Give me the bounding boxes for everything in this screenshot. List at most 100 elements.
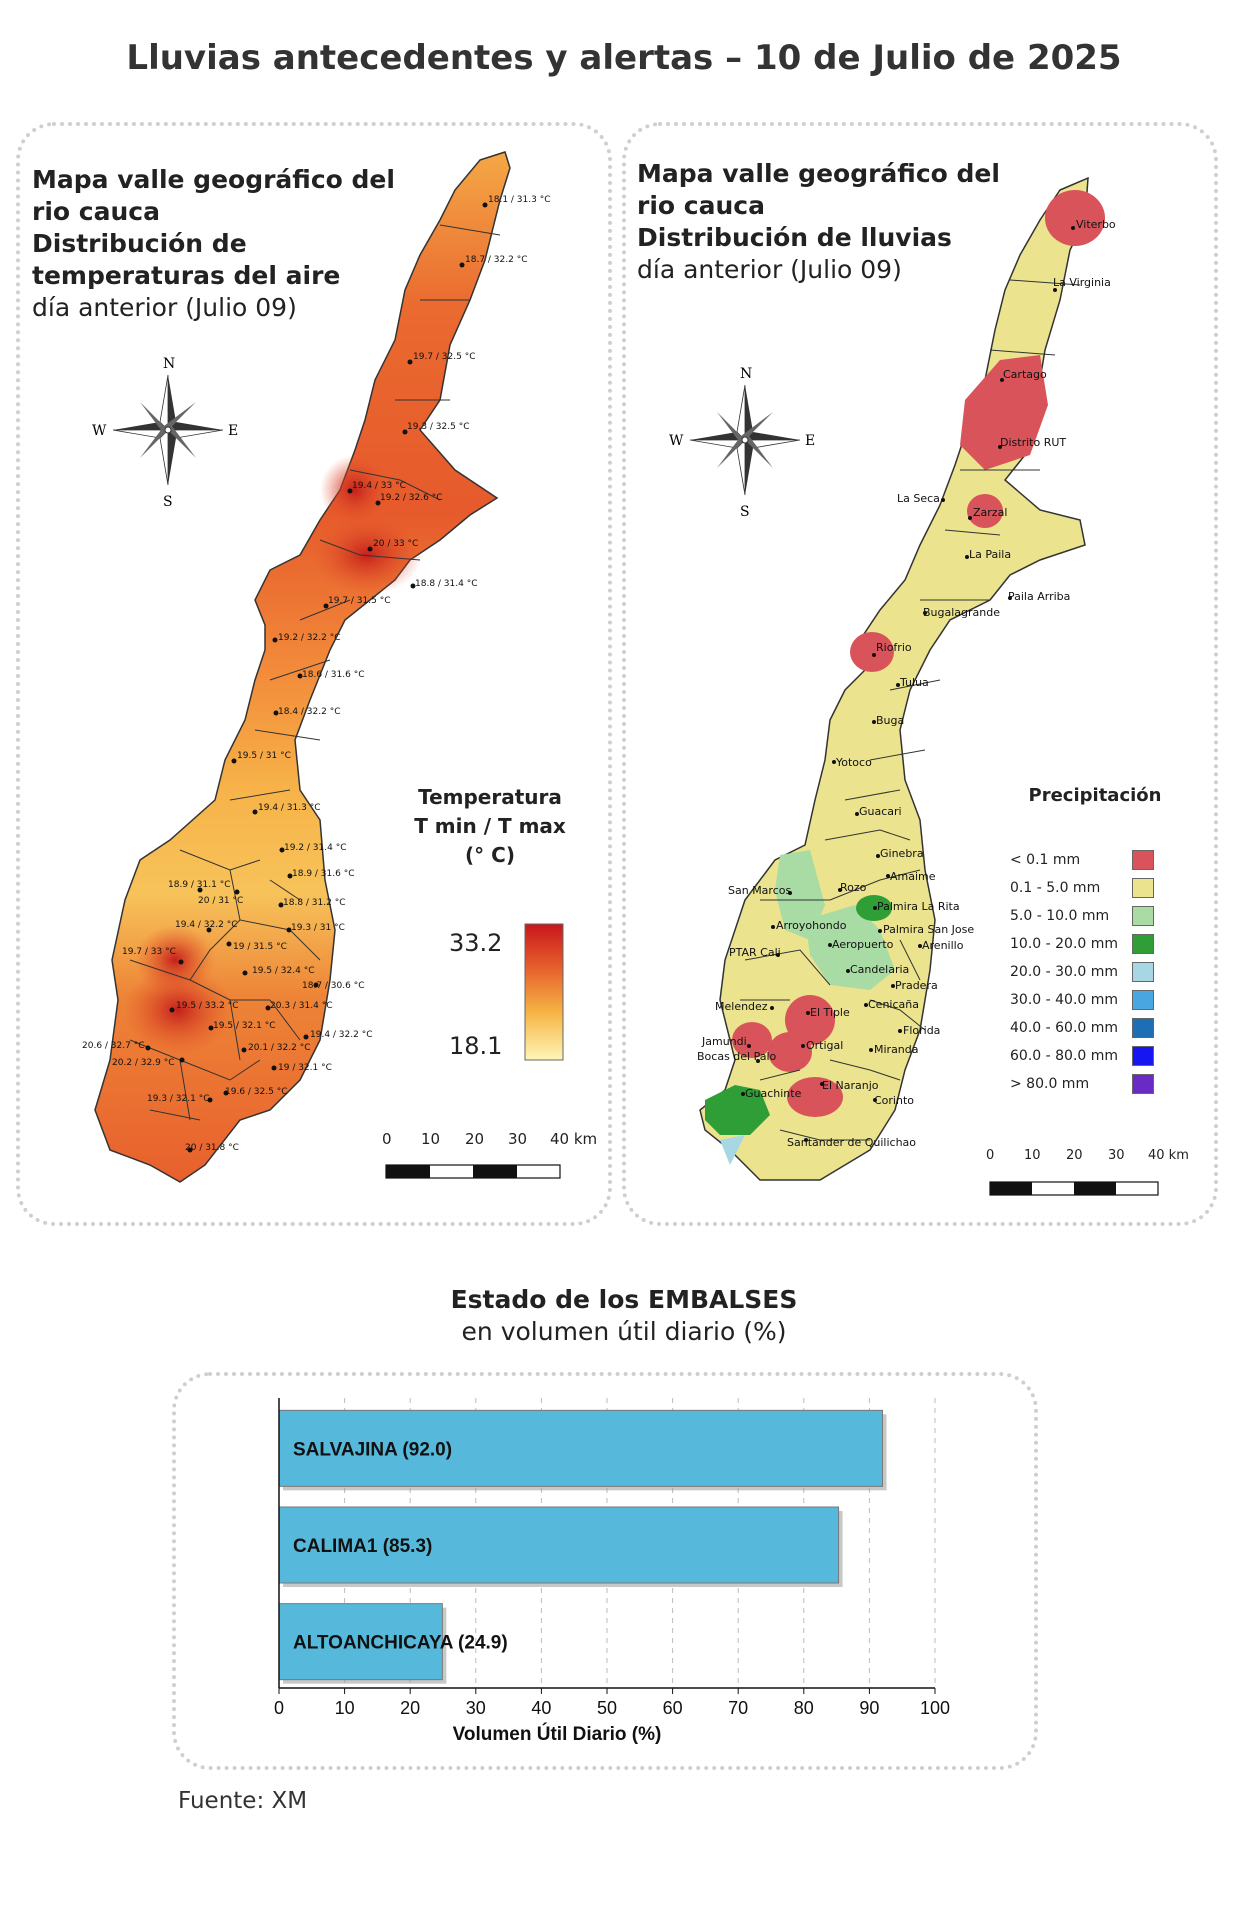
x-tick-label: 80 bbox=[794, 1698, 814, 1718]
place-point bbox=[832, 760, 836, 764]
place-label: Tulua bbox=[899, 676, 929, 689]
station-label: 19 / 32.1 °C bbox=[278, 1063, 332, 1073]
station-label: 19.7 / 33 °C bbox=[122, 947, 176, 957]
rain-zone-light-green bbox=[775, 850, 825, 940]
place-label: Aeropuerto bbox=[832, 938, 894, 951]
rain-zone-red bbox=[967, 494, 1003, 528]
place-label: Bocas del Palo bbox=[697, 1050, 777, 1063]
place-point bbox=[891, 984, 895, 988]
legend-label: 60.0 - 80.0 mm bbox=[1010, 1048, 1119, 1064]
place-point bbox=[872, 653, 876, 657]
legend-item: 30.0 - 40.0 mm bbox=[1010, 990, 1160, 1012]
place-point bbox=[878, 929, 882, 933]
place-label: Jamundi bbox=[701, 1035, 747, 1048]
compass-e: E bbox=[228, 423, 238, 439]
station-label: 18.1 / 31.3 °C bbox=[488, 195, 550, 205]
legend-label: < 0.1 mm bbox=[1010, 852, 1081, 868]
place-point bbox=[747, 1044, 751, 1048]
place-label: Candelaria bbox=[850, 963, 909, 976]
place-point bbox=[941, 498, 945, 502]
rain-zone-red bbox=[1045, 190, 1105, 246]
temperature-color-ramp bbox=[524, 923, 564, 1061]
place-point bbox=[1053, 288, 1057, 292]
place-point bbox=[855, 812, 859, 816]
temperature-stations: 18.1 / 31.3 °C 18.7 / 32.2 °C 19.7 / 32.… bbox=[82, 195, 550, 1153]
station-label: 19.4 / 32.2 °C bbox=[175, 920, 237, 930]
legend-item: 60.0 - 80.0 mm bbox=[1010, 1046, 1160, 1068]
rain-zone-red bbox=[850, 632, 894, 672]
place-label: Miranda bbox=[874, 1043, 919, 1056]
bar-label: ALTOANCHICAYA (24.9) bbox=[293, 1633, 508, 1654]
scale-tick: 10 bbox=[1024, 1148, 1041, 1163]
scale-tick: 10 bbox=[421, 1130, 441, 1148]
legend-item: 5.0 - 10.0 mm bbox=[1010, 906, 1160, 928]
place-point bbox=[756, 1059, 760, 1063]
temp-legend-line2: T min / T max bbox=[414, 814, 566, 838]
station-point bbox=[407, 359, 413, 365]
station-label: 20.1 / 32.2 °C bbox=[248, 1043, 310, 1053]
reservoirs-chart-panel bbox=[172, 1372, 1038, 1770]
temp-title-line4: temperaturas del aire bbox=[32, 261, 341, 290]
place-label: Cartago bbox=[1003, 368, 1047, 381]
place-point bbox=[838, 888, 842, 892]
place-label: Corinto bbox=[874, 1094, 914, 1107]
station-label: 18.6 / 31.6 °C bbox=[302, 670, 364, 680]
place-label: Palmira San Jose bbox=[883, 923, 974, 936]
compass-rose-icon: N S E W bbox=[669, 366, 815, 520]
rain-zone-light-green bbox=[805, 905, 895, 990]
station-label: 19.5 / 32.4 °C bbox=[252, 966, 314, 976]
main-title: Lluvias antecedentes y alertas – 10 de J… bbox=[126, 38, 1122, 78]
station-point bbox=[179, 1057, 185, 1063]
legend-swatch bbox=[1132, 1046, 1154, 1066]
legend-label: 5.0 - 10.0 mm bbox=[1010, 908, 1110, 924]
rain-title-line1: Mapa valle geográfico del bbox=[637, 159, 1000, 188]
temperature-map-panel bbox=[16, 122, 612, 1226]
bar bbox=[278, 1506, 840, 1584]
station-point bbox=[252, 809, 258, 815]
place-point bbox=[804, 1138, 808, 1142]
x-tick-label: 50 bbox=[597, 1698, 617, 1718]
place-label: PTAR Cali bbox=[729, 946, 781, 959]
place-point bbox=[968, 516, 972, 520]
temperature-map-title: Mapa valle geográfico del rio cauca Dist… bbox=[32, 164, 395, 324]
x-tick-label: 20 bbox=[400, 1698, 420, 1718]
rainfall-map-panel bbox=[622, 122, 1218, 1226]
rain-title-line3: Distribución de lluvias bbox=[637, 223, 952, 252]
compass-n: N bbox=[163, 356, 175, 372]
place-label: Distrito RUT bbox=[1000, 436, 1066, 449]
scale-tick: 40 km bbox=[550, 1130, 598, 1148]
station-label: 19.2 / 32.2 °C bbox=[278, 633, 340, 643]
rain-zone-red bbox=[787, 1077, 843, 1117]
legend-item: < 0.1 mm bbox=[1010, 850, 1160, 872]
station-label: 18.4 / 32.2 °C bbox=[278, 707, 340, 717]
place-point bbox=[873, 906, 877, 910]
station-label: 19.4 / 32.2 °C bbox=[310, 1030, 372, 1040]
station-point bbox=[278, 902, 284, 908]
place-label: Cenicaña bbox=[868, 998, 919, 1011]
station-point bbox=[206, 927, 212, 933]
legend-item: > 80.0 mm bbox=[1010, 1074, 1160, 1096]
temperature-legend-max: 33.2 bbox=[449, 929, 503, 957]
place-label: Zarzal bbox=[973, 506, 1007, 519]
station-point bbox=[242, 970, 248, 976]
station-label: 19.3 / 32.1 °C bbox=[147, 1094, 209, 1104]
station-label: 19.7 / 32.5 °C bbox=[413, 352, 475, 362]
place-point bbox=[896, 683, 900, 687]
station-label: 20.6 / 32.7 °C bbox=[82, 1041, 144, 1051]
place-label: Arroyohondo bbox=[776, 919, 847, 932]
station-label: 18.8 / 31.4 °C bbox=[415, 579, 477, 589]
station-point bbox=[297, 673, 303, 679]
place-label: Riofrio bbox=[876, 641, 912, 654]
x-tick-label: 10 bbox=[335, 1698, 355, 1718]
place-label: Ginebra bbox=[880, 847, 924, 860]
place-label: Guachinte bbox=[745, 1087, 802, 1100]
place-point bbox=[872, 720, 876, 724]
x-tick-label: 60 bbox=[663, 1698, 683, 1718]
compass-s: S bbox=[163, 494, 173, 510]
compass-s: S bbox=[740, 504, 750, 520]
place-label: Buga bbox=[876, 714, 904, 727]
station-point bbox=[223, 1090, 229, 1096]
place-label: La Seca bbox=[897, 492, 940, 505]
